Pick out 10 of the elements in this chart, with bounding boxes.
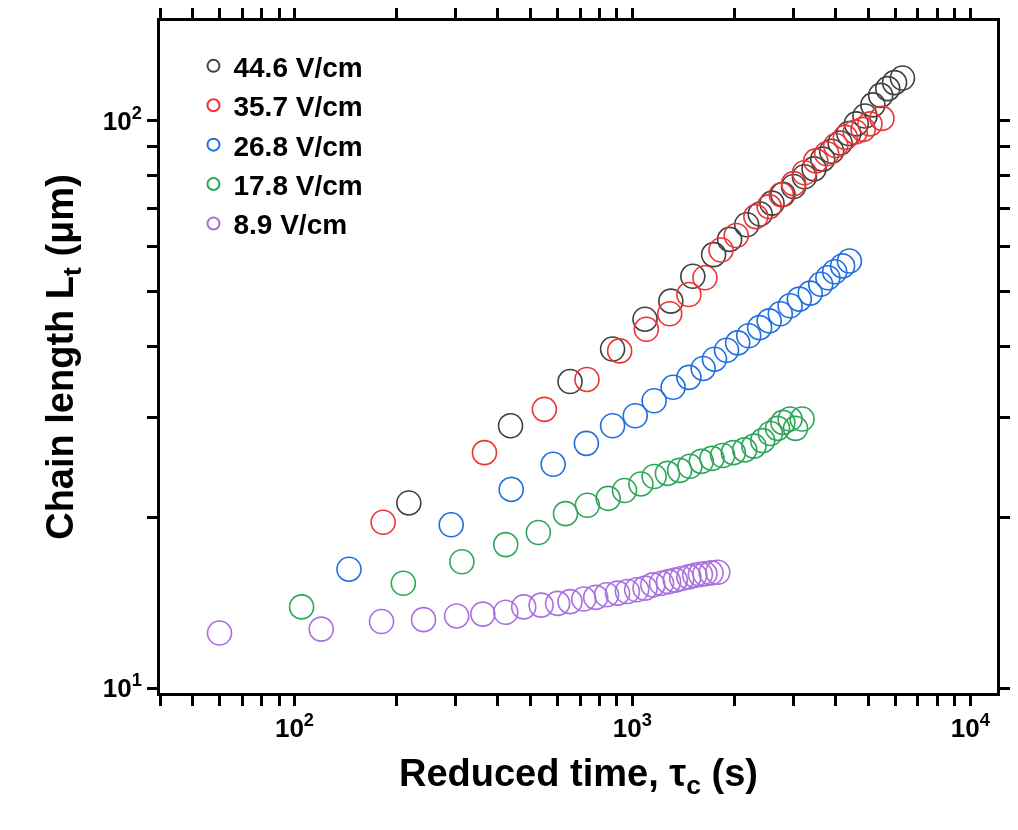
- legend-label: 44.6 V/cm: [233, 51, 363, 83]
- legend-label: 35.7 V/cm: [233, 91, 363, 123]
- x-tick-label: 10$^{2}$: [274, 710, 314, 744]
- x-tick-label: 10$^{4}$: [950, 710, 991, 744]
- x-tick-label: 10$^{3}$: [612, 710, 652, 744]
- y-tick-label: 10$^{1}$: [102, 670, 142, 704]
- legend-label: 26.8 V/cm: [233, 130, 363, 162]
- legend-label: 17.8 V/cm: [233, 169, 363, 201]
- legend-label: 8.9 V/cm: [233, 209, 348, 241]
- x-axis-title: Reduced time, τ$_{c}$ (s): [398, 752, 759, 801]
